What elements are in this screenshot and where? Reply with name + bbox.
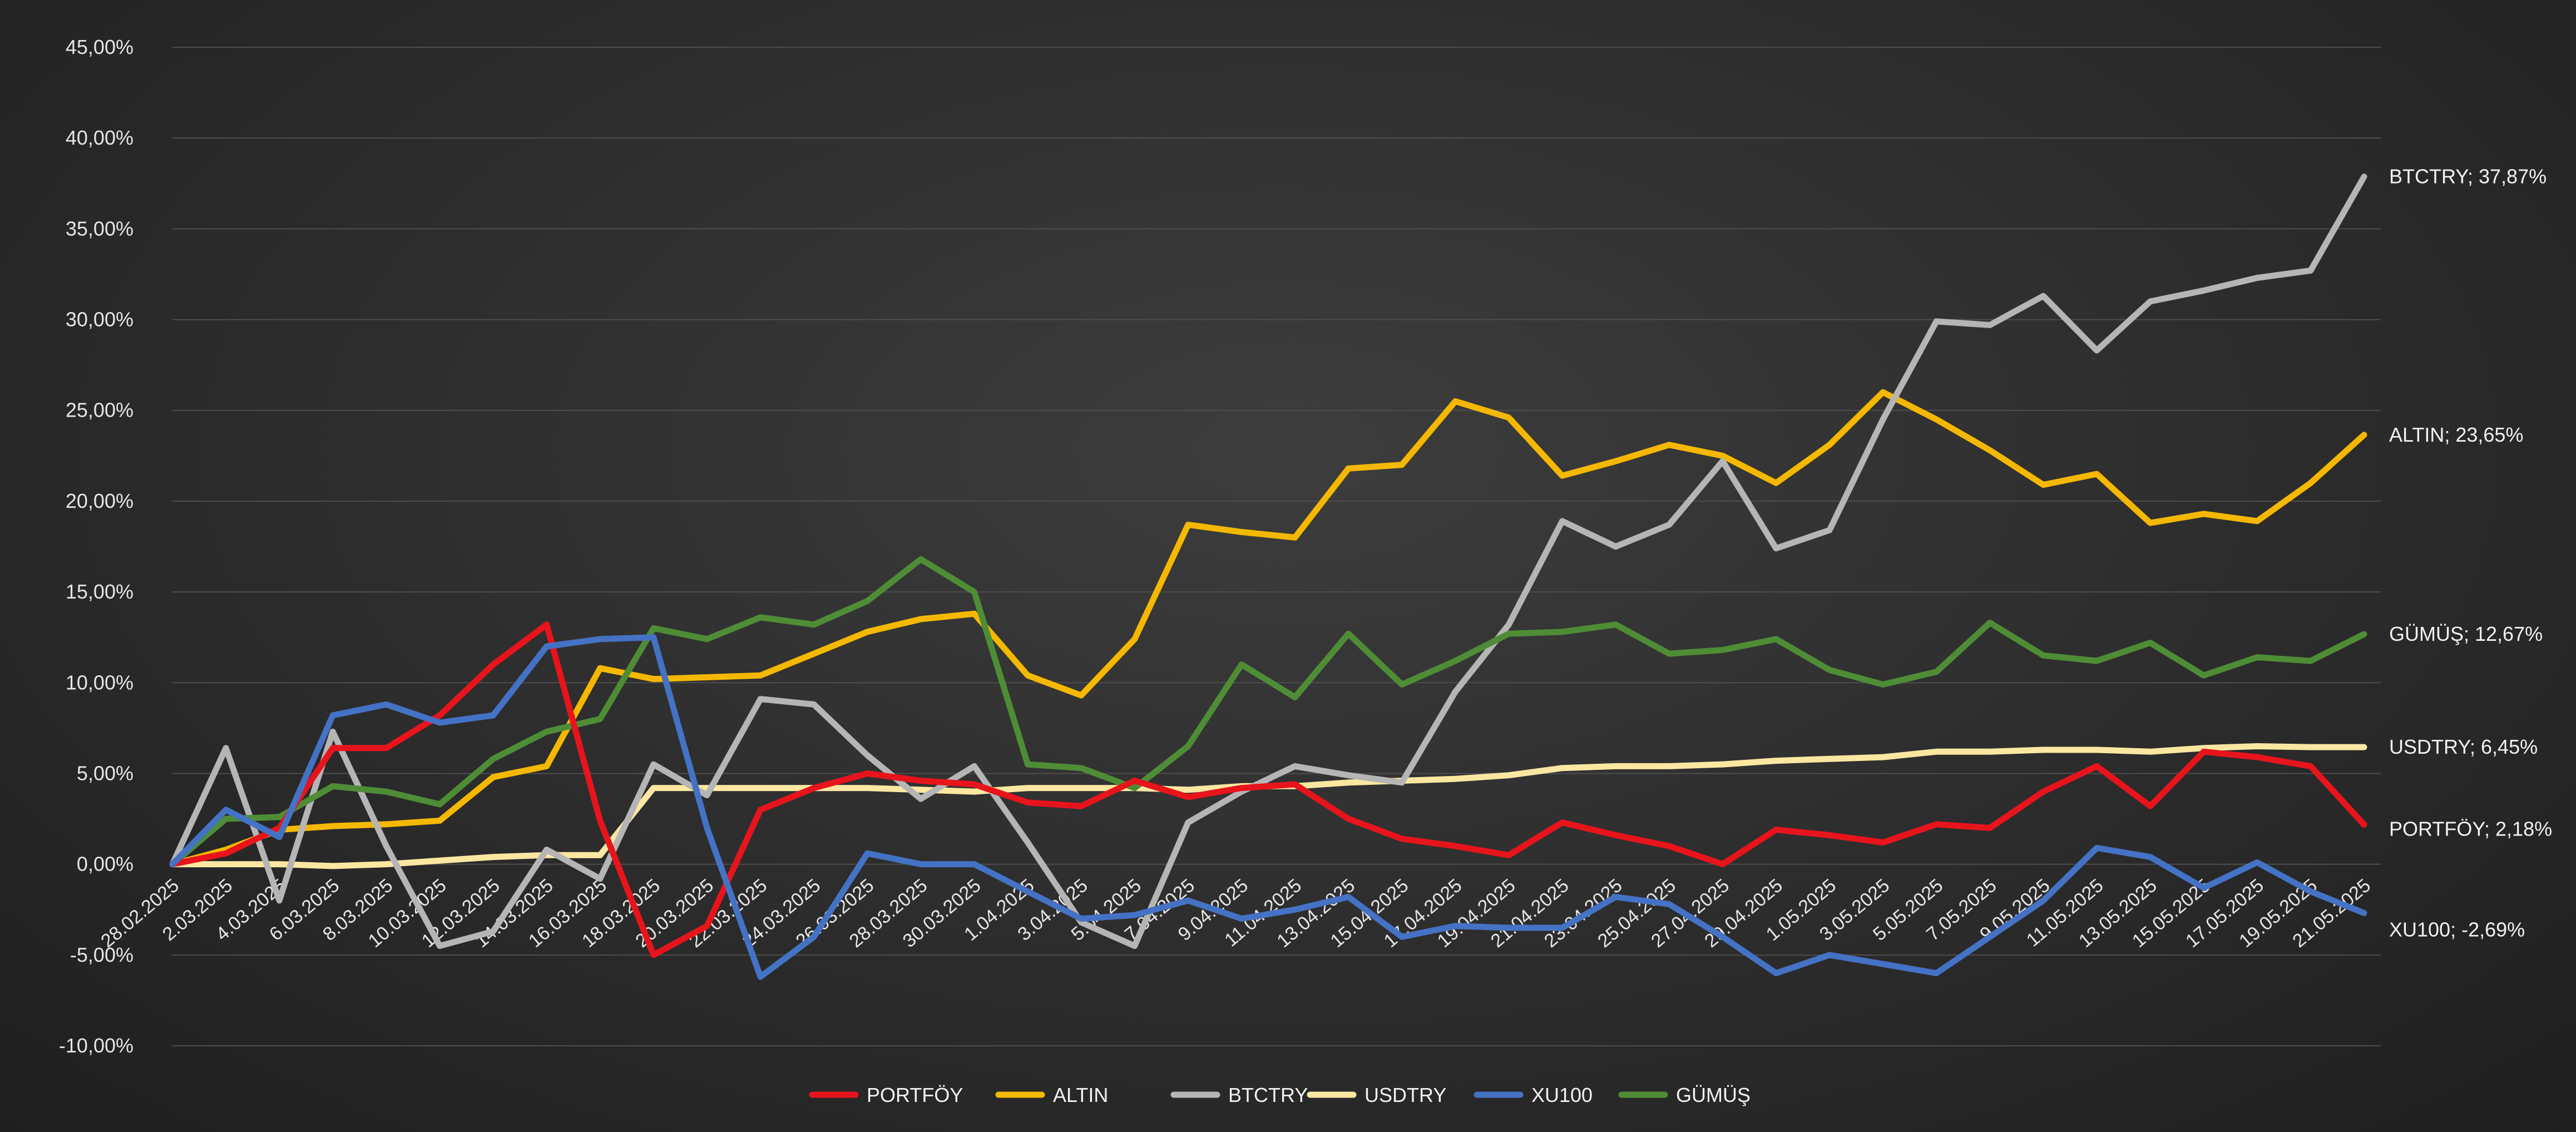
end-label-btctry: BTCTRY; 37,87% (2389, 165, 2547, 188)
legend-label-btctry: BTCTRY (1228, 1084, 1308, 1106)
legend-label-xu100: XU100 (1531, 1084, 1593, 1106)
y-tick-label: 30,00% (66, 308, 134, 331)
y-tick-label: 15,00% (66, 580, 134, 603)
end-label-usdtry: USDTRY; 6,45% (2389, 735, 2538, 758)
series-line-altin (169, 389, 2367, 868)
legend: PORTFÖY ALTIN BTCTRY USDTRY XU100 GÜMÜŞ (809, 1084, 1751, 1106)
legend-label-gümüş: GÜMÜŞ (1676, 1084, 1751, 1106)
y-tick-label: -5,00% (70, 943, 134, 966)
y-tick-label: 25,00% (66, 399, 134, 422)
y-tick-label: 35,00% (66, 217, 134, 240)
series-line-btctry (169, 174, 2367, 949)
end-label-portföy: PORTFÖY; 2,18% (2389, 817, 2552, 840)
series-line-xu100 (169, 634, 2367, 980)
end-label-gümüş: GÜMÜŞ; 12,67% (2389, 622, 2543, 645)
legend-label-portföy: PORTFÖY (867, 1084, 963, 1106)
series-line-usdtry (169, 743, 2367, 869)
y-tick-label: 5,00% (77, 762, 134, 784)
series-line-gümüş (169, 556, 2367, 868)
y-tick-label: 10,00% (66, 671, 134, 694)
y-tick-label: 0,00% (77, 853, 134, 876)
series-lines (169, 174, 2367, 980)
y-tick-label: 45,00% (66, 36, 134, 58)
y-tick-label: -10,00% (59, 1034, 134, 1057)
series-end-labels: PORTFÖY; 2,18% ALTIN; 23,65% BTCTRY; 37,87… (2389, 165, 2552, 941)
y-tick-label: 40,00% (66, 126, 134, 149)
end-label-altin: ALTIN; 23,65% (2389, 423, 2523, 446)
legend-label-usdtry: USDTRY (1364, 1084, 1446, 1106)
legend-label-altin: ALTIN (1053, 1084, 1108, 1106)
end-label-xu100: XU100; -2,69% (2389, 918, 2525, 941)
series-line-portföy (169, 621, 2367, 958)
y-axis-tick-labels: 45,00% 40,00% 35,00% 30,00% 25,00% 20,00% 15,0… (59, 36, 134, 1057)
y-tick-label: 20,00% (66, 490, 134, 512)
